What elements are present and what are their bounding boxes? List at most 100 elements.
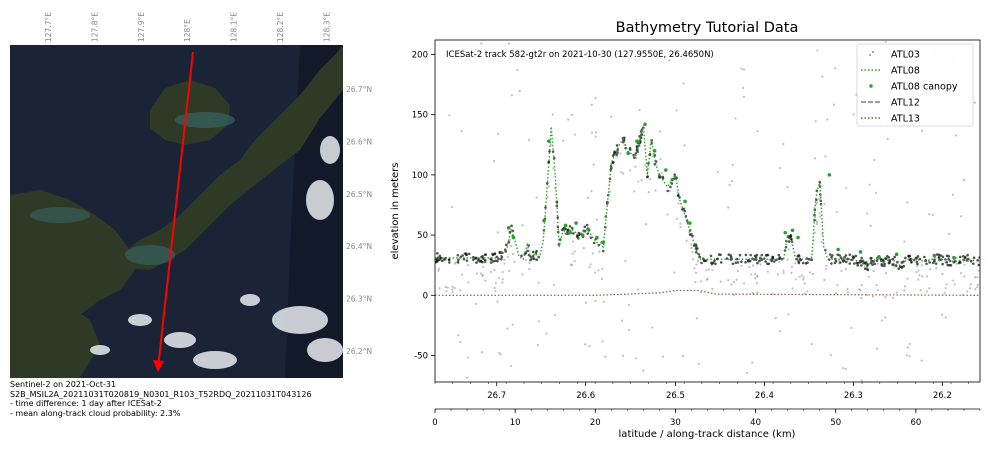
atl03-point: [961, 254, 965, 258]
atl03-point: [937, 256, 941, 259]
x-axis-distance-ticks: 0 10 20 30 40 50 60: [432, 409, 981, 428]
atl03-point: [695, 317, 698, 320]
atl03-point: [873, 262, 877, 266]
atl03-point: [615, 144, 619, 147]
y-axis-ticks: -50 0 50 100 150 200: [412, 50, 435, 362]
atl03-point: [694, 281, 697, 284]
atl03-point: [819, 215, 822, 218]
atl03-point: [729, 254, 733, 257]
atl03-point: [830, 262, 833, 265]
atl03-point: [870, 256, 873, 260]
atl03-point: [506, 255, 509, 259]
atl03-point: [860, 379, 863, 382]
atl03-point: [977, 263, 980, 267]
atl03-point: [493, 268, 496, 271]
atl03-point: [594, 135, 597, 138]
atl03-point: [699, 291, 703, 294]
atl03-point: [786, 186, 789, 189]
atl03-point: [820, 240, 823, 244]
map-lat-tick-label: 26.2°N: [346, 347, 372, 356]
atl03-point: [916, 262, 919, 266]
track-arrow-head: [153, 360, 164, 372]
atl03-point: [589, 263, 592, 266]
atl03-point: [635, 156, 638, 160]
atl03-point: [666, 189, 670, 193]
atl03-point: [947, 232, 951, 235]
atl03-point: [910, 261, 913, 264]
atl03-point: [491, 253, 495, 257]
atl03-point: [742, 86, 745, 89]
legend-marker: [869, 54, 871, 56]
atl03-point: [836, 284, 839, 287]
atl03-point: [867, 275, 870, 278]
atl03-point: [510, 94, 514, 97]
atl03-point: [865, 261, 868, 264]
atl03-point: [800, 274, 804, 277]
atl03-point: [813, 231, 817, 234]
atl03-point: [596, 218, 599, 221]
atl03-point: [714, 262, 717, 266]
atl03-point: [868, 183, 871, 186]
atl03-point: [888, 259, 892, 263]
atl03-point: [742, 95, 746, 98]
atl03-point: [537, 320, 540, 323]
x-dist-tick-label: 20: [590, 418, 601, 428]
atl03-point: [573, 250, 576, 253]
atl03-point: [801, 261, 805, 265]
atl03-point: [653, 154, 657, 157]
caption-line-3: - time difference: 1 day after ICESat-2: [10, 399, 162, 408]
atl03-point: [628, 146, 632, 150]
atl03-point: [766, 270, 769, 273]
atl03-point: [860, 264, 863, 267]
atl03-point: [823, 202, 826, 206]
atl08-canopy-point: [796, 235, 800, 240]
atl03-point: [669, 185, 672, 189]
atl03-point: [489, 270, 493, 274]
atl03-point: [582, 247, 585, 250]
atl03-point: [635, 357, 638, 360]
atl03-point: [711, 261, 715, 265]
x-lat-tick-label: 26.2: [933, 391, 952, 401]
atl08-canopy-point: [790, 228, 795, 233]
atl03-point: [509, 364, 513, 368]
atl03-point: [894, 264, 898, 267]
atl03-point: [640, 178, 643, 182]
atl03-point: [528, 261, 531, 265]
atl13-polyline: [435, 289, 980, 296]
atl08-canopy-point: [580, 233, 585, 237]
atl08-canopy-point: [601, 240, 606, 245]
atl03-point: [974, 288, 977, 291]
atl03-point: [751, 291, 755, 295]
atl08-polyline: [435, 126, 980, 267]
legend-item: ATL08 canopy: [869, 82, 958, 93]
atl03-point: [966, 290, 969, 293]
x-dist-tick-label: 10: [510, 418, 521, 428]
atl03-point: [467, 264, 470, 267]
atl03-point: [484, 253, 488, 256]
atl03-point: [743, 282, 746, 285]
atl03-point: [636, 288, 639, 291]
atl03-point: [835, 210, 838, 214]
atl03-point: [710, 263, 713, 267]
atl03-point: [908, 355, 911, 358]
atl08-canopy-point: [586, 227, 590, 231]
y-tick-label: 0: [423, 291, 428, 301]
atl03-point: [552, 156, 556, 160]
atl03-point: [727, 279, 730, 282]
atl03-point: [920, 359, 923, 362]
atl03-point: [451, 291, 454, 294]
atl03-point: [660, 171, 663, 174]
atl03-point: [711, 287, 714, 291]
atl03-point: [496, 231, 499, 234]
atl03-point: [661, 176, 665, 180]
atl03-point: [879, 257, 883, 261]
legend-marker: [869, 84, 873, 88]
atl03-point: [463, 252, 467, 255]
atl03-point: [776, 273, 780, 276]
atl03-point: [489, 261, 493, 264]
atl03-point: [719, 253, 722, 257]
atl03-point: [707, 268, 710, 271]
atl03-point: [958, 255, 962, 259]
atl03-point: [593, 271, 597, 274]
atl03-point: [859, 289, 862, 292]
